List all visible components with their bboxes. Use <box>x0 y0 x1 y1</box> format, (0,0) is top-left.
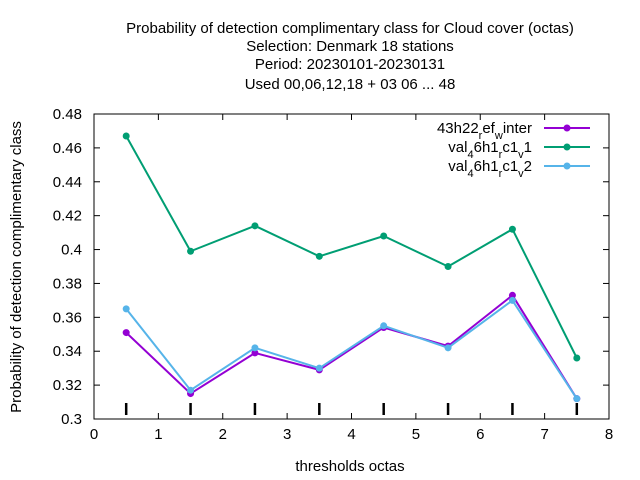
data-point <box>508 291 516 299</box>
data-point <box>573 354 581 362</box>
x-tick-label: 0 <box>90 426 98 443</box>
data-point <box>508 225 516 233</box>
series-3 <box>122 296 581 403</box>
legend-marker <box>563 162 571 170</box>
title-line-1: Probability of detection complimentary c… <box>126 20 574 37</box>
data-point <box>122 305 130 313</box>
data-point <box>251 349 259 357</box>
data-point <box>122 132 130 140</box>
x-tick-label: 5 <box>412 426 420 443</box>
data-point <box>573 395 581 403</box>
data-point <box>380 322 388 330</box>
y-tick-label: 0.38 <box>53 275 82 292</box>
y-tick-label: 0.3 <box>61 411 82 428</box>
legend-label: val46h1rc1v1 <box>448 139 532 161</box>
data-point <box>251 222 259 230</box>
data-point <box>251 344 259 352</box>
x-tick-label: 2 <box>219 426 227 443</box>
series-line <box>125 135 578 359</box>
legend-marker <box>563 124 571 132</box>
chart-title: Probability of detection complimentary c… <box>126 20 574 93</box>
x-tick-label: 4 <box>347 426 355 443</box>
data-point <box>187 386 195 394</box>
y-tick-label: 0.48 <box>53 106 82 123</box>
series-line <box>125 299 578 400</box>
data-point <box>444 344 452 352</box>
x-tick-label: 7 <box>540 426 548 443</box>
x-tick-label: 1 <box>154 426 162 443</box>
series-line <box>125 294 578 400</box>
y-tick-label: 0.4 <box>61 242 82 259</box>
legend-marker <box>563 143 571 151</box>
title-line-4: Used 00,06,12,18 + 03 06 ... 48 <box>245 76 456 93</box>
y-tick-label: 0.42 <box>53 208 82 225</box>
data-point <box>444 263 452 270</box>
sample-markers <box>124 403 579 415</box>
series-2 <box>122 132 581 362</box>
legend-label: val46h1rc1v2 <box>448 158 532 180</box>
axis-ticks: 0 1 2 3 4 5 6 7 8 0.3 0.32 0.34 0.36 0.38 0.4 0.42 0.44 0… <box>53 106 613 443</box>
title-line-2: Selection: Denmark 18 stations <box>246 38 454 55</box>
data-point <box>380 232 388 240</box>
x-tick-label: 3 <box>283 426 291 443</box>
x-tick-label: 6 <box>476 426 484 443</box>
series-group <box>122 132 581 403</box>
y-tick-label: 0.32 <box>53 377 82 394</box>
data-point <box>187 247 195 255</box>
data-point <box>122 329 130 337</box>
y-tick-label: 0.44 <box>53 174 82 191</box>
y-axis-label: Probability of detection complimentary c… <box>8 121 25 413</box>
data-point <box>508 296 516 304</box>
title-line-3: Period: 20230101-20230131 <box>255 56 445 73</box>
x-axis-label: thresholds octas <box>295 458 404 475</box>
legend-label: 43h22refwinter <box>437 120 532 142</box>
x-tick-label: 8 <box>605 426 613 443</box>
y-tick-label: 0.46 <box>53 140 82 157</box>
y-tick-label: 0.34 <box>53 343 82 360</box>
data-point <box>315 364 323 372</box>
data-point <box>315 252 323 260</box>
y-tick-label: 0.36 <box>53 309 82 326</box>
